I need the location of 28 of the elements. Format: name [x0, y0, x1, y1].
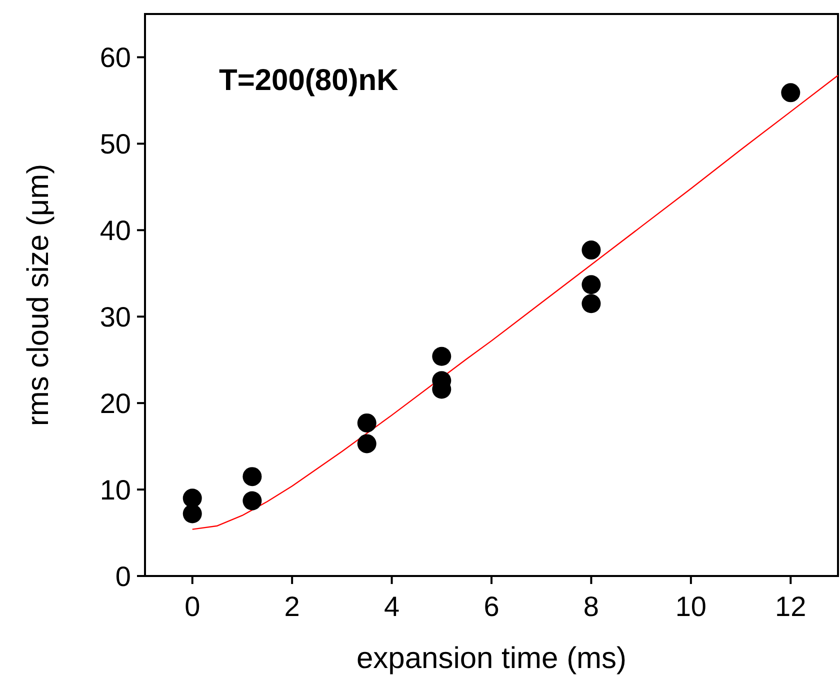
x-tick-label: 2	[284, 591, 300, 622]
x-axis-title: expansion time (ms)	[356, 642, 627, 675]
point	[582, 240, 601, 260]
x-tick-label: 12	[775, 591, 806, 622]
y-axis-title: rms cloud size (μm)	[22, 164, 55, 426]
point	[781, 83, 800, 102]
point	[582, 275, 601, 294]
y-tick-label: 20	[100, 388, 131, 420]
point	[357, 413, 376, 432]
point	[182, 504, 202, 524]
x-tick-label: 8	[583, 591, 599, 622]
point	[432, 346, 452, 366]
point	[182, 488, 202, 508]
y-tick-label: 30	[100, 302, 131, 333]
y-tick-label: 0	[115, 561, 131, 592]
annotation: T=200(80)nK	[219, 64, 399, 97]
x-tick-label: 4	[384, 591, 400, 622]
x-tick-label: 0	[184, 591, 200, 622]
point	[357, 434, 376, 454]
x-tick-label: 10	[675, 591, 707, 622]
point	[582, 294, 601, 314]
point	[242, 491, 262, 510]
x-tick-label: 6	[484, 591, 500, 622]
y-tick-label: 40	[100, 215, 131, 246]
point	[242, 467, 262, 486]
y-tick-label: 60	[100, 42, 131, 74]
y-tick-label: 50	[100, 128, 131, 160]
y-tick-label: 10	[100, 474, 131, 506]
